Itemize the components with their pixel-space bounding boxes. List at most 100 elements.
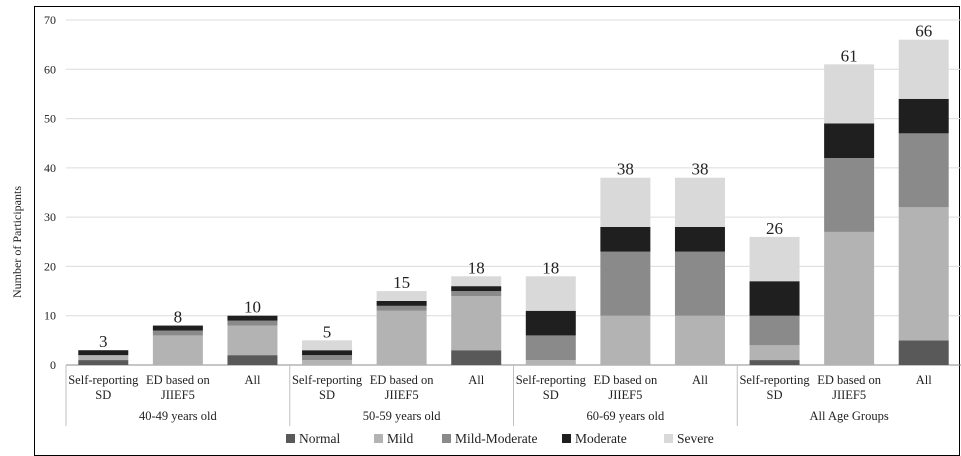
bar-segment-severe [451,276,501,286]
bar-segment-normal [78,360,128,365]
bar-segment-mild [750,345,800,360]
y-tick-label-20: 20 [44,259,56,273]
bar-segment-mild-moderate [227,321,277,326]
bar-segment-mild-moderate [451,291,501,296]
bar-segment-normal [451,350,501,365]
bar-segment-moderate [600,227,650,252]
x-category-label-line2: SD [543,388,559,402]
bar-stack-11 [824,64,874,365]
bar-segment-severe [899,40,949,99]
x-category-label: Self-reporting [292,373,363,387]
bar-segment-mild [675,316,725,365]
bar-segment-moderate [451,286,501,291]
bar-total-label: 10 [244,298,261,317]
y-axis-label: Number of Participants [10,186,24,298]
bar-segment-normal [227,355,277,365]
x-group-label: All Age Groups [810,409,889,423]
y-tick-label-70: 70 [44,13,56,27]
legend-label: Normal [299,431,340,446]
y-axis-ticks: 0 10 20 30 40 50 60 70 [44,13,56,372]
bar-segment-mild-moderate [899,133,949,207]
bar-stack-9 [675,178,725,365]
x-category-label-line2: JIIEF5 [832,388,866,402]
x-category-label-line2: SD [767,388,783,402]
x-category-label: ED based on [370,373,435,387]
bar-segment-mild [899,207,949,340]
legend-item-mild: Mild [374,431,414,446]
bar-segment-mild-moderate [600,252,650,316]
bar-stack-12 [899,40,949,365]
legend-item-normal: Normal [286,431,340,446]
bar-segment-severe [600,178,650,227]
bar-segment-mild [227,326,277,356]
bar-segment-mild [78,355,128,360]
x-group-label: 60-69 years old [586,409,665,423]
y-tick-label-50: 50 [44,112,56,126]
bar-total-label: 38 [691,160,708,179]
x-category-label-line2: JIIEF5 [608,388,642,402]
bar-total-label: 5 [323,322,332,341]
bar-segment-mild-moderate [526,335,576,360]
bar-segment-moderate [526,311,576,336]
legend-swatch [664,434,673,443]
legend-item-mild-moderate: Mild-Moderate [442,431,537,446]
y-tick-label-60: 60 [44,62,56,76]
bar-segment-mild-moderate [153,331,203,336]
bar-total-label: 3 [99,332,108,351]
bar-segment-severe [824,64,874,123]
bar-segment-mild [153,335,203,365]
bar-segment-moderate [377,301,427,306]
x-category-label: ED based on [817,373,882,387]
bar-stack-1 [78,350,128,365]
bar-segment-severe [526,276,576,311]
bar-segment-moderate [824,124,874,159]
bar-total-label: 18 [468,258,485,277]
x-category-label: Self-reporting [516,373,587,387]
bar-total-label: 38 [617,160,634,179]
legend-swatch [562,434,571,443]
x-category-label: ED based on [593,373,658,387]
legend-label: Mild [387,431,414,446]
x-category-label: ED based on [146,373,211,387]
bar-segment-mild [377,311,427,365]
bar-segment-moderate [899,99,949,134]
x-category-label: All [468,373,485,387]
bar-segment-severe [675,178,725,227]
legend-swatch [286,434,295,443]
bar-segment-normal [750,360,800,365]
bar-segment-severe [750,237,800,281]
bar-segment-severe [302,340,352,350]
legend-swatch [374,434,383,443]
legend-item-moderate: Moderate [562,431,627,446]
x-category-label-line2: SD [319,388,335,402]
bar-stack-3 [227,316,277,365]
bar-segment-mild [600,316,650,365]
x-category-label-line2: JIIEF5 [385,388,419,402]
total-labels: 381051518 1838 38266166 [99,22,932,352]
x-group-label: 40-49 years old [139,409,218,423]
bar-segment-mild [302,360,352,365]
x-category-label: All [244,373,261,387]
legend-label: Moderate [575,431,627,446]
bar-segment-mild-moderate [302,355,352,360]
bar-segment-normal [899,340,949,365]
bar-segment-mild-moderate [675,252,725,316]
bar-stack-10 [750,237,800,365]
bar-segment-mild-moderate [377,306,427,311]
bar-stack-2 [153,326,203,365]
legend-label: Mild-Moderate [455,431,537,446]
x-category-label-line2: SD [95,388,111,402]
x-category-label: All [916,373,933,387]
bar-stack-7 [526,276,576,365]
bar-stack-5 [377,291,427,365]
bar-segment-mild-moderate [824,158,874,232]
legend: Normal Mild Mild-Moderate Moderate Severe [286,431,714,446]
bar-total-label: 18 [542,258,559,277]
y-tick-label-10: 10 [44,309,56,323]
y-tick-label-0: 0 [50,358,56,372]
y-tick-label-30: 30 [44,210,56,224]
x-category-label: Self-reporting [739,373,810,387]
x-group-label: 50-59 years old [363,409,442,423]
